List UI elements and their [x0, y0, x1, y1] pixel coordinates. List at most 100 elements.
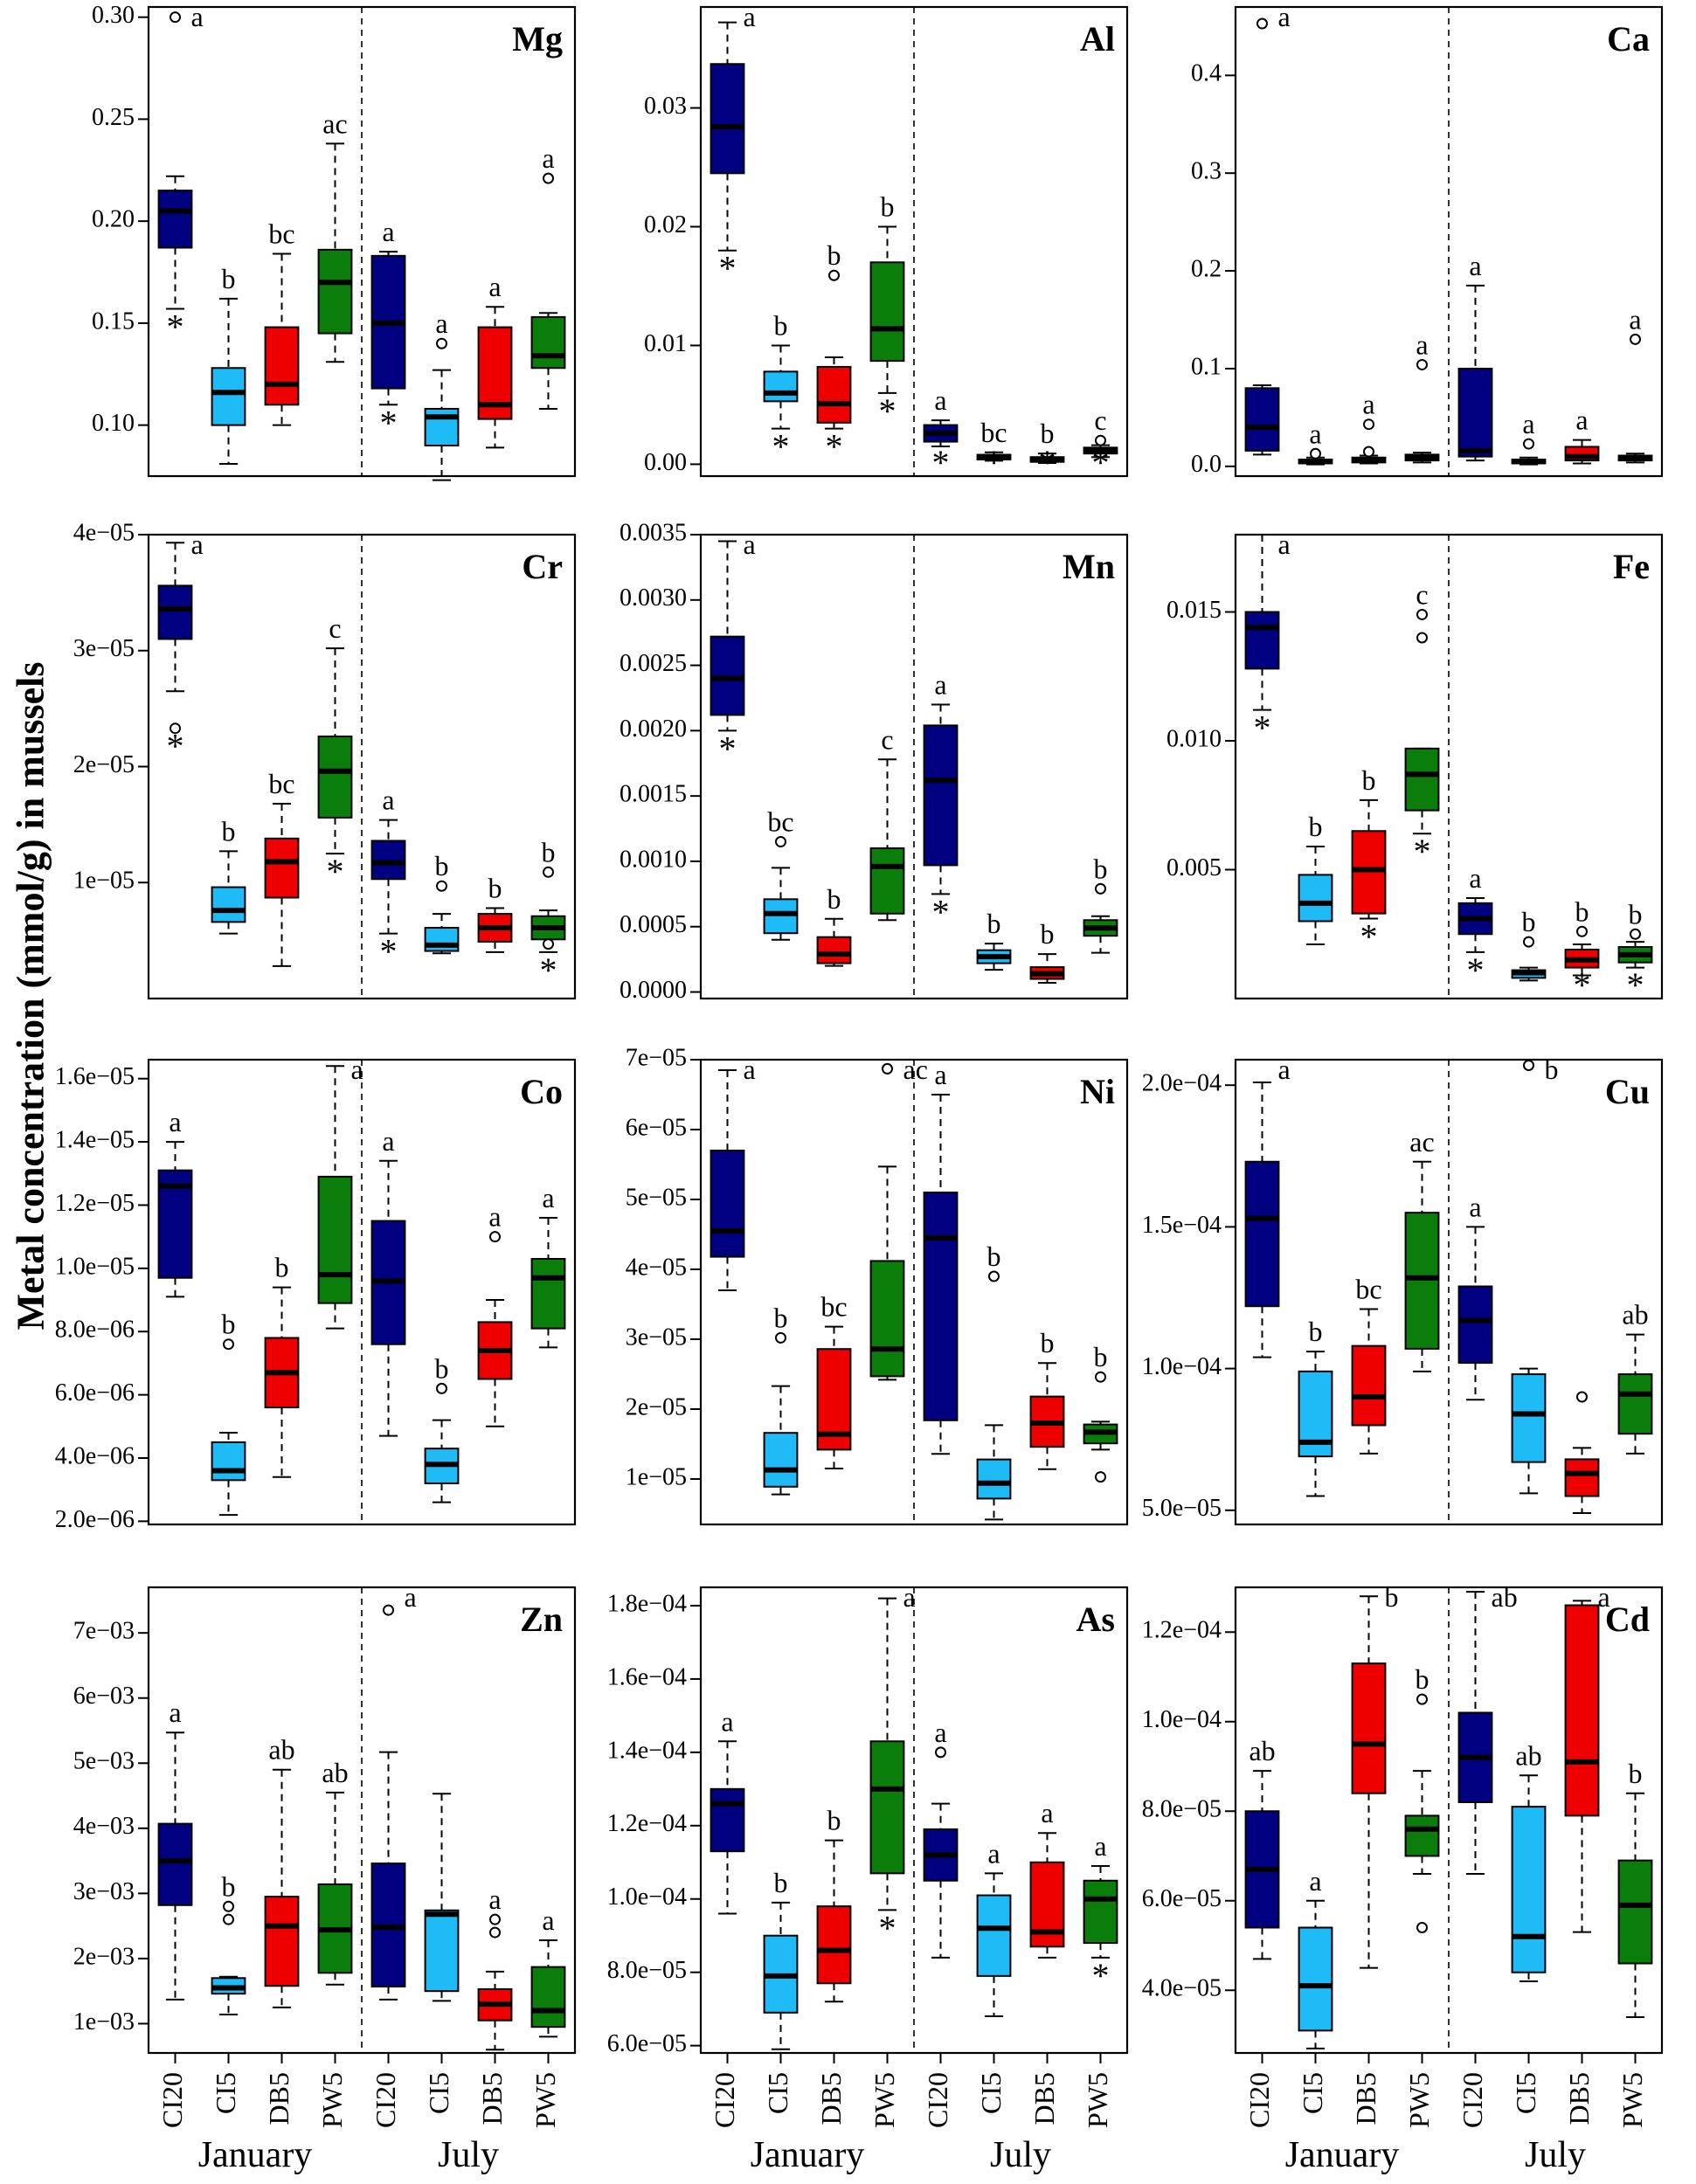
box-db5-january: a — [1351, 389, 1387, 465]
box-pw5-july: a — [530, 142, 566, 410]
panel-title: Ca — [1607, 19, 1650, 59]
box-ci5-january: b — [211, 815, 246, 935]
significance-letter: b — [1309, 811, 1323, 842]
panel-ni: 1e−05 2e−05 3e−05 4e−05 5e−05 6e−05 7e−05 Ni a b b… — [626, 1044, 1129, 1526]
significance-letter: bc — [1355, 1273, 1381, 1304]
significance-letter: a — [169, 1106, 181, 1137]
outlier-point — [383, 1604, 394, 1616]
y-tick-label: 0.20 — [92, 206, 135, 233]
box-db5-july: b — [477, 872, 513, 953]
significance-letter: a — [1278, 1054, 1291, 1085]
x-tick-label: CI5 — [423, 2072, 454, 2114]
significance-letter: ab — [322, 1757, 348, 1788]
significance-letter: ab — [1622, 1299, 1648, 1330]
box-pw5-january: ab — [317, 1757, 353, 1986]
box-body — [763, 370, 799, 403]
y-tick-label: 1.6e−04 — [607, 1663, 687, 1690]
box-ci5-july — [424, 1793, 460, 2002]
significance-letter: a — [542, 1904, 554, 1936]
y-tick-label: 2e−05 — [626, 1393, 687, 1420]
box-body — [923, 724, 959, 867]
box-ci20-january: a — [1244, 1, 1291, 456]
box-pw5-january: a — [317, 1054, 363, 1330]
box-ci5-july: b — [1511, 1054, 1559, 1495]
box-ci20-january: a* — [710, 1, 756, 288]
significance-letter: b — [827, 1805, 841, 1836]
significance-letter: c — [329, 612, 341, 644]
significance-letter: b — [222, 263, 236, 294]
significance-letter: c — [1094, 404, 1106, 436]
outlier-point — [775, 1331, 786, 1344]
y-tick-label: 2e−05 — [73, 751, 135, 778]
significance-letter: b — [827, 239, 841, 271]
y-tick-label: 0.02 — [644, 211, 687, 238]
significance-letter: b — [222, 1870, 236, 1902]
y-tick-label: 0.3 — [1191, 158, 1222, 185]
box-ci5-july: b — [1511, 906, 1547, 982]
box-pw5-july: b* — [530, 836, 566, 990]
box-ci5-july: b — [424, 850, 460, 955]
significance-star: * — [1092, 443, 1110, 482]
y-tick-label: 1.0e−04 — [1142, 1706, 1222, 1733]
significance-letter: b — [488, 872, 502, 903]
box-ci20-july: ab — [1457, 1581, 1518, 1875]
box-body — [1298, 1926, 1333, 2032]
significance-letter: b — [1575, 895, 1589, 927]
season-label-july: July — [1525, 2135, 1586, 2175]
y-tick-label: 0.0020 — [620, 715, 687, 743]
significance-letter: c — [1416, 578, 1428, 610]
x-tick-label: PW5 — [1082, 2072, 1113, 2128]
x-tick-label: CI5 — [210, 2072, 241, 2114]
significance-letter: b — [1309, 1316, 1323, 1347]
significance-star: * — [986, 443, 1003, 482]
box-body — [424, 407, 460, 446]
x-tick-label: CI5 — [1510, 2072, 1541, 2114]
significance-letter: a — [744, 529, 756, 560]
y-tick-label: 6.0e−05 — [607, 2030, 687, 2057]
season-label-january: January — [198, 2135, 313, 2175]
significance-letter: b — [1545, 1054, 1559, 1085]
outlier-point — [775, 836, 786, 848]
box-db5-july: a — [477, 271, 513, 449]
y-tick-label: 1.5e−04 — [1142, 1212, 1222, 1239]
box-ci5-january: b* — [763, 309, 799, 467]
outlier-point — [1523, 438, 1534, 450]
y-tick-label: 2e−03 — [73, 1943, 135, 1970]
box-body — [710, 1787, 745, 1853]
outlier-point — [489, 1231, 501, 1243]
panel-title: Mn — [1063, 547, 1115, 586]
significance-star: * — [380, 403, 398, 442]
box-pw5-july: a — [1617, 303, 1653, 464]
box-body — [869, 847, 905, 915]
box-body — [264, 837, 300, 899]
box-body — [763, 1432, 799, 1488]
box-body — [211, 1441, 246, 1482]
box-body — [530, 1258, 566, 1330]
box-ci5-january: b — [211, 1309, 246, 1517]
box-db5-january: bc — [816, 1291, 852, 1469]
box-ci20-july: a* — [370, 784, 406, 971]
box-db5-july: b* — [1029, 418, 1065, 482]
y-tick-label: 0.005 — [1166, 854, 1222, 881]
outlier-point — [1363, 446, 1374, 458]
box-db5-july: b — [1029, 918, 1065, 985]
significance-letter: a — [488, 271, 501, 302]
significance-letter: a — [934, 1059, 946, 1090]
y-tick-label: 4.0e−06 — [55, 1442, 135, 1469]
significance-letter: b — [774, 1867, 788, 1898]
significance-letter: a — [1278, 529, 1291, 560]
outlier-point — [1363, 418, 1374, 431]
significance-letter: bc — [767, 806, 793, 838]
y-tick-label: 0.2 — [1191, 255, 1222, 282]
box-pw5-july: a* — [1083, 1830, 1118, 1995]
box-pw5-january: b — [1404, 1663, 1440, 1933]
y-tick-label: 1e−03 — [73, 2008, 135, 2035]
box-ci5-july: a — [976, 1837, 1012, 2018]
box-ci20-january: a* — [1244, 529, 1291, 748]
panel-title: Cd — [1605, 1600, 1650, 1639]
box-body — [1511, 1806, 1547, 1973]
box-ci20-january: a — [710, 1705, 745, 1915]
significance-letter: a — [1469, 1191, 1481, 1222]
y-tick-label: 8.0e−06 — [55, 1317, 135, 1344]
box-body — [264, 1896, 300, 1987]
